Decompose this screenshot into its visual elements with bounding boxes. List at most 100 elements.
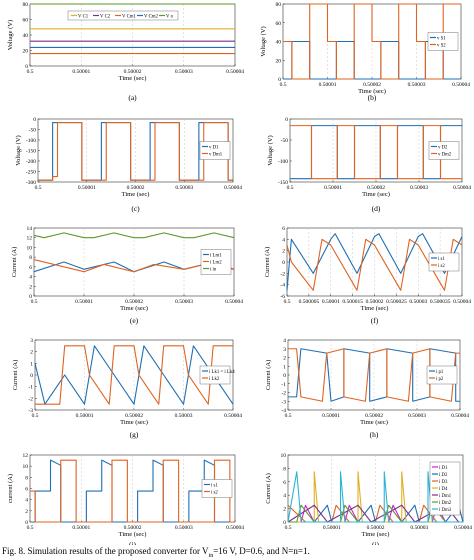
panel-e: 0.5 0.50001 0.50002 0.50003 0.50004 0 2 4 6 8 10 12… xyxy=(11,226,243,325)
y-tick-label: 2 xyxy=(25,509,28,515)
x-tick-label: 0.50001 xyxy=(319,82,337,88)
x-tick-label: 0.5 xyxy=(35,185,42,191)
x-tick-label: 0.5 xyxy=(287,185,294,191)
x-tick-label: 0.50001 xyxy=(324,185,342,191)
panel-f: 0.5 0.500005 0.50001 0.500015 0.50002 0.50002… xyxy=(264,226,471,325)
y-axis-label: Voltage (V) xyxy=(260,26,267,56)
legend-entry: i D1 xyxy=(439,466,448,471)
y-tick-label: 1 xyxy=(283,364,286,370)
series-line xyxy=(290,125,462,180)
y-axis-label: Voltage (V) xyxy=(267,135,274,165)
y-tick-label: 2 xyxy=(30,350,33,356)
x-tick-label: 0.50003 xyxy=(175,69,193,75)
x-axis-label: Time (sec) xyxy=(119,531,147,538)
figure-canvas: 0.5 0.50001 0.50002 0.50003 0.50004020406080… xyxy=(7,2,472,545)
x-axis-label: Time (sec) xyxy=(119,75,147,82)
legend-entry: i Dm1 xyxy=(439,494,452,499)
x-tick-label: 0.50003 xyxy=(175,185,193,191)
series-line xyxy=(286,233,463,291)
x-tick-label: 0.50001 xyxy=(72,69,90,75)
legend-entry: v S1 xyxy=(437,37,446,42)
x-tick-label: 0.50003 xyxy=(175,299,193,305)
panel-label: (f) xyxy=(371,316,379,325)
legend-entry: i D2 xyxy=(439,473,448,478)
x-tick-label: 0.5 xyxy=(27,69,34,75)
y-tick-label: 4 xyxy=(283,338,286,344)
x-tick-label: 0.50003 xyxy=(410,525,428,531)
y-tick-label: -50 xyxy=(29,128,37,134)
series-line xyxy=(287,471,463,523)
x-tick-label: 0.50002 xyxy=(125,413,143,419)
legend-entry: v Dm2 xyxy=(438,153,452,158)
x-tick-label: 0.50004 xyxy=(454,525,472,531)
caption-rest: =16 V, D=0.6, and N=n=1. xyxy=(213,546,310,556)
x-tick-label: 0.5 xyxy=(284,299,291,305)
x-tick-label: 0.50002 xyxy=(367,525,385,531)
panel-a: 0.5 0.50001 0.50002 0.50003 0.50004 0 20 40 60 80… xyxy=(7,2,244,102)
y-axis-label: Current (A) xyxy=(12,360,19,391)
y-tick-label: -1 xyxy=(281,382,286,388)
legend-entry: i s1 xyxy=(438,257,445,262)
y-tick-label: 6 xyxy=(283,480,286,486)
y-tick-label: -100 xyxy=(278,159,288,165)
y-axis-label: Current (A) xyxy=(265,360,272,391)
x-tick-label: 0.5 xyxy=(27,525,34,531)
y-tick-label: 3 xyxy=(30,338,33,344)
x-tick-label: 0.50004 xyxy=(225,299,243,305)
y-tick-label: 0 xyxy=(33,117,36,123)
y-tick-label: -100 xyxy=(26,138,36,144)
panel-label: (c) xyxy=(131,204,140,213)
series-line xyxy=(33,259,235,273)
y-tick-label: 0 xyxy=(25,64,28,70)
x-tick-label: 0.50004 xyxy=(224,413,242,419)
panel-i: 0.5 0.50001 0.50002 0.50003 0.50004 0 2 4 6 8 10 12… xyxy=(7,453,244,545)
y-tick-label: 40 xyxy=(23,33,29,39)
legend-entry: v S2 xyxy=(437,44,446,49)
legend-entry: v D1 xyxy=(209,146,219,151)
y-tick-label: 10 xyxy=(281,453,287,459)
panel-label: (i) xyxy=(129,540,137,545)
x-tick-label: 0.5 xyxy=(280,82,287,88)
legend-entry: i D3 xyxy=(439,480,448,485)
x-tick-label: 0.50002 xyxy=(124,525,142,531)
y-tick-label: -250 xyxy=(26,170,36,176)
x-tick-label: 0.5 xyxy=(285,525,292,531)
y-tick-label: -4 xyxy=(281,408,286,414)
legend-entry: V C1 xyxy=(78,15,89,20)
panel-label: (h) xyxy=(370,430,379,439)
x-axis-label: Time (sec) xyxy=(122,191,150,198)
x-tick-label: 0.50004 xyxy=(451,413,469,419)
y-tick-label: 8 xyxy=(283,466,286,472)
x-tick-label: 0.50004 xyxy=(224,185,242,191)
y-tick-label: 12 xyxy=(27,236,33,242)
x-tick-label: 0.50004 xyxy=(453,299,471,305)
panel-label: (g) xyxy=(130,430,139,439)
y-tick-label: -1 xyxy=(28,385,33,391)
y-tick-label: 4 xyxy=(283,493,286,499)
y-tick-label: 3 xyxy=(283,347,286,353)
y-tick-label: 4 xyxy=(29,275,32,281)
x-tick-label: 0.50001 xyxy=(76,413,94,419)
x-axis-label: Time (sec) xyxy=(360,419,388,426)
y-axis-label: Current (A) xyxy=(264,247,271,278)
y-tick-label: 0 xyxy=(25,520,28,526)
y-tick-label: 2 xyxy=(282,249,285,255)
legend-entry: i in xyxy=(210,268,217,273)
series-line xyxy=(38,122,233,181)
x-tick-label: 0.500035 xyxy=(430,299,451,305)
legend-entry: v Dm1 xyxy=(209,153,223,158)
y-tick-label: 0 xyxy=(283,373,286,379)
y-axis-label: current (A) xyxy=(7,474,14,503)
x-axis-label: Time (sec) xyxy=(120,305,148,312)
y-tick-label: 0 xyxy=(278,77,281,83)
panel-b: 0.5 0.50001 0.50002 0.50003 0.50004 0 20 40 60 80… xyxy=(260,2,470,102)
series-line xyxy=(35,345,233,405)
legend-entry: i Lm1 xyxy=(210,254,222,259)
panel-label: (d) xyxy=(372,204,381,213)
panel-c: 0.5 0.50001 0.50002 0.50003 0.50004 -300 -250 -… xyxy=(15,117,242,213)
y-tick-label: 40 xyxy=(276,40,282,46)
legend-box xyxy=(67,10,179,21)
legend-entry: V o xyxy=(166,15,174,20)
y-tick-label: -150 xyxy=(26,149,36,155)
legend-entry: i Dm2 xyxy=(439,501,452,506)
